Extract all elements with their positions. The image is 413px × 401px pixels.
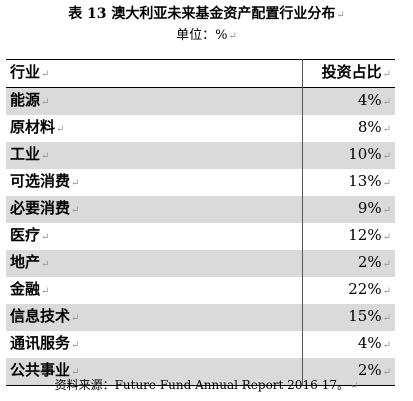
- industry-cell: 必要消费↵: [6, 196, 302, 223]
- paragraph-mark-icon: ↵: [71, 178, 80, 189]
- paragraph-mark-icon: ↵: [71, 340, 80, 351]
- table-row: 医疗↵ 12%↵: [6, 223, 395, 250]
- share-value: 22%: [348, 280, 382, 298]
- paragraph-mark-icon: ↵: [382, 313, 391, 324]
- industry-name: 必要消费: [10, 199, 71, 217]
- paragraph-mark-icon: ↵: [382, 232, 391, 243]
- paragraph-mark-icon: ↵: [336, 10, 345, 21]
- share-cell: 8%↵: [301, 115, 395, 142]
- industry-cell: 工业↵: [6, 142, 302, 169]
- share-value: 2%: [357, 253, 382, 271]
- paragraph-mark-icon: ↵: [382, 178, 391, 189]
- table-row: 信息技术↵ 15%↵: [6, 304, 395, 331]
- share-value: 10%: [348, 145, 382, 163]
- industry-name: 能源: [10, 91, 41, 109]
- share-value: 9%: [357, 199, 382, 217]
- share-cell: 13%↵: [301, 169, 395, 196]
- paragraph-mark-icon: ↵: [382, 340, 391, 351]
- paragraph-mark-icon: ↵: [41, 286, 50, 297]
- table-row: 能源↵ 4%↵: [6, 87, 395, 115]
- industry-cell: 通讯服务↵: [6, 331, 302, 358]
- table-title: 表 13 澳大利亚未来基金资产配置行业分布↵: [0, 5, 413, 25]
- table-row: 原材料↵ 8%↵: [6, 115, 395, 142]
- header-industry-label: 行业: [10, 63, 41, 81]
- share-cell: 2%↵: [301, 358, 395, 386]
- industry-cell: 可选消费↵: [6, 169, 302, 196]
- industry-cell: 公共事业↵: [6, 358, 302, 386]
- paragraph-mark-icon: ↵: [41, 97, 50, 108]
- paragraph-mark-icon: ↵: [41, 69, 50, 80]
- source-note: 资料来源：Future Fund Annual Report 2016-17。↵: [0, 377, 413, 395]
- industry-name: 原材料: [10, 118, 56, 136]
- industry-allocation-table: 行业↵ 投资占比↵ 能源↵ 4%↵ 原材料↵ 8%↵ 工业↵ 10%↵ 可选消费↵ 13%↵ 必…: [6, 59, 395, 386]
- paragraph-mark-icon: ↵: [71, 367, 80, 378]
- industry-name: 医疗: [10, 226, 41, 244]
- share-cell: 10%↵: [301, 142, 395, 169]
- share-value: 4%: [357, 334, 382, 352]
- unit-label: 单位：%↵: [0, 27, 413, 46]
- share-value: 15%: [348, 307, 382, 325]
- paragraph-mark-icon: ↵: [71, 205, 80, 216]
- table-row: 地产↵ 2%↵: [6, 250, 395, 277]
- header-industry: 行业↵: [6, 59, 302, 88]
- share-value: 4%: [357, 91, 382, 109]
- share-cell: 4%↵: [301, 87, 395, 115]
- industry-cell: 医疗↵: [6, 223, 302, 250]
- share-cell: 2%↵: [301, 250, 395, 277]
- share-cell: 12%↵: [301, 223, 395, 250]
- paragraph-mark-icon: ↵: [382, 286, 391, 297]
- share-value: 13%: [348, 172, 382, 190]
- industry-cell: 信息技术↵: [6, 304, 302, 331]
- table-title-text: 表 13 澳大利亚未来基金资产配置行业分布: [68, 6, 336, 22]
- header-share-label: 投资占比: [321, 63, 382, 81]
- industry-name: 信息技术: [10, 307, 71, 325]
- source-note-text: 资料来源：Future Fund Annual Report 2016-17。: [54, 378, 350, 392]
- paragraph-mark-icon: ↵: [350, 381, 359, 392]
- industry-name: 可选消费: [10, 172, 71, 190]
- share-value: 2%: [357, 361, 382, 379]
- share-cell: 4%↵: [301, 331, 395, 358]
- share-cell: 22%↵: [301, 277, 395, 304]
- header-share: 投资占比↵: [301, 59, 395, 88]
- paragraph-mark-icon: ↵: [382, 151, 391, 162]
- industry-name: 通讯服务: [10, 334, 71, 352]
- industry-name: 公共事业: [10, 361, 71, 379]
- paragraph-mark-icon: ↵: [382, 205, 391, 216]
- table-row: 金融↵ 22%↵: [6, 277, 395, 304]
- industry-name: 工业: [10, 145, 41, 163]
- table-header-row: 行业↵ 投资占比↵: [6, 59, 395, 88]
- paragraph-mark-icon: ↵: [382, 124, 391, 135]
- paragraph-mark-icon: ↵: [71, 313, 80, 324]
- share-value: 12%: [348, 226, 382, 244]
- industry-cell: 金融↵: [6, 277, 302, 304]
- paragraph-mark-icon: ↵: [41, 259, 50, 270]
- table-row: 公共事业↵ 2%↵: [6, 358, 395, 386]
- paragraph-mark-icon: ↵: [382, 97, 391, 108]
- table-row: 可选消费↵ 13%↵: [6, 169, 395, 196]
- industry-name: 金融: [10, 280, 41, 298]
- industry-cell: 能源↵: [6, 87, 302, 115]
- share-value: 8%: [357, 118, 382, 136]
- industry-cell: 地产↵: [6, 250, 302, 277]
- share-cell: 9%↵: [301, 196, 395, 223]
- paragraph-mark-icon: ↵: [41, 232, 50, 243]
- paragraph-mark-icon: ↵: [382, 367, 391, 378]
- table-row: 必要消费↵ 9%↵: [6, 196, 395, 223]
- table-row: 工业↵ 10%↵: [6, 142, 395, 169]
- paragraph-mark-icon: ↵: [382, 259, 391, 270]
- paragraph-mark-icon: ↵: [41, 151, 50, 162]
- paragraph-mark-icon: ↵: [382, 69, 391, 80]
- paragraph-mark-icon: ↵: [56, 124, 65, 135]
- paragraph-mark-icon: ↵: [228, 31, 237, 42]
- table-row: 通讯服务↵ 4%↵: [6, 331, 395, 358]
- share-cell: 15%↵: [301, 304, 395, 331]
- industry-name: 地产: [10, 253, 41, 271]
- industry-cell: 原材料↵: [6, 115, 302, 142]
- unit-label-text: 单位：%: [176, 28, 228, 43]
